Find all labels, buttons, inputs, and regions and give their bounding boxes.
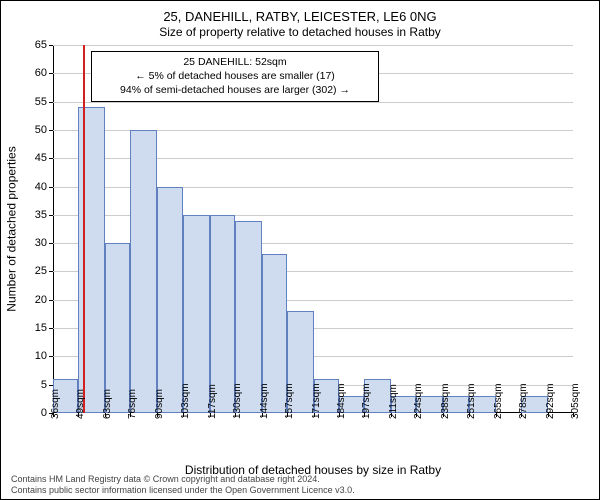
y-tick <box>49 356 53 357</box>
y-axis-label: Number of detached properties <box>5 45 19 413</box>
chart-title-line2: Size of property relative to detached ho… <box>1 25 599 39</box>
y-tick-label: 15 <box>35 322 47 334</box>
y-tick <box>49 187 53 188</box>
y-tick <box>49 130 53 131</box>
gridline <box>53 45 573 46</box>
y-tick <box>49 102 53 103</box>
y-tick <box>49 271 53 272</box>
y-tick-label: 25 <box>35 265 47 277</box>
y-tick <box>49 215 53 216</box>
y-tick <box>49 73 53 74</box>
y-tick <box>49 243 53 244</box>
y-tick-label: 0 <box>41 407 47 419</box>
y-tick-label: 40 <box>35 181 47 193</box>
y-tick-label: 60 <box>35 67 47 79</box>
histogram-bar <box>157 187 182 413</box>
y-tick-label: 20 <box>35 294 47 306</box>
y-tick <box>49 300 53 301</box>
histogram-bar <box>105 243 130 413</box>
info-line: 25 DANEHILL: 52sqm <box>98 55 372 69</box>
info-annotation-box: 25 DANEHILL: 52sqm← 5% of detached house… <box>91 51 379 102</box>
y-tick-label: 50 <box>35 124 47 136</box>
y-tick-label: 10 <box>35 350 47 362</box>
license-text: Contains HM Land Registry data © Crown c… <box>11 474 355 496</box>
y-tick-label: 55 <box>35 96 47 108</box>
reference-line <box>83 45 85 413</box>
y-tick-label: 65 <box>35 39 47 51</box>
y-tick <box>49 45 53 46</box>
chart-container: 25, DANEHILL, RATBY, LEICESTER, LE6 0NG … <box>0 0 600 500</box>
y-tick <box>49 158 53 159</box>
y-axis-line <box>53 45 54 413</box>
gridline <box>53 102 573 103</box>
info-line: ← 5% of detached houses are smaller (17) <box>98 69 372 83</box>
chart-title-line1: 25, DANEHILL, RATBY, LEICESTER, LE6 0NG <box>1 9 599 24</box>
info-line: 94% of semi-detached houses are larger (… <box>98 83 372 97</box>
y-tick-label: 35 <box>35 209 47 221</box>
y-tick <box>49 328 53 329</box>
histogram-bar <box>130 130 157 413</box>
y-tick-label: 30 <box>35 237 47 249</box>
y-tick-label: 5 <box>41 379 47 391</box>
y-tick-label: 45 <box>35 152 47 164</box>
